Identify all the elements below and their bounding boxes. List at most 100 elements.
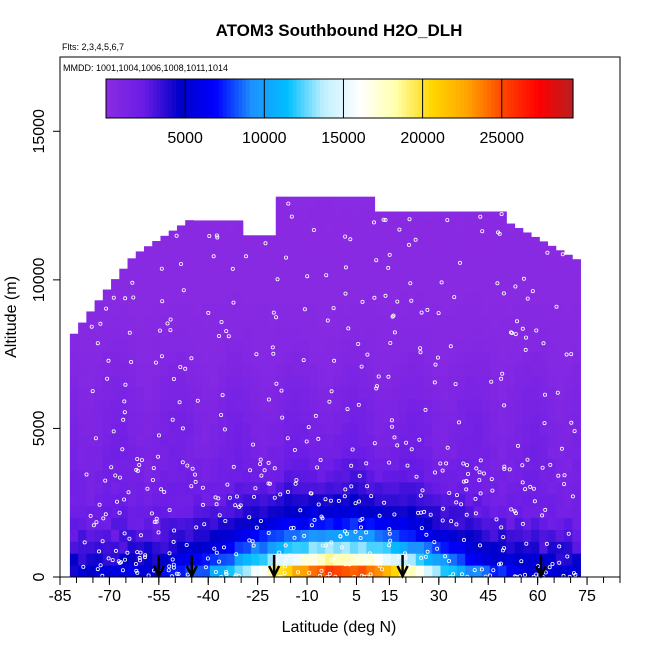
heatmap-cell (489, 220, 499, 233)
heatmap-cell (522, 434, 532, 447)
heatmap-cell (481, 291, 491, 305)
colorbar-swatch (366, 79, 372, 118)
heatmap-cell (489, 339, 499, 352)
heatmap-cell (102, 470, 112, 483)
sample-point (190, 466, 195, 471)
heatmap-cell (382, 244, 392, 257)
heatmap-cell (292, 541, 301, 554)
heatmap-cell (209, 363, 219, 376)
sample-point (346, 326, 351, 331)
heatmap-cell (522, 327, 532, 340)
heatmap-cell (432, 363, 441, 376)
sample-point (88, 513, 93, 518)
heatmap-cell (284, 244, 293, 257)
heatmap-cell (415, 256, 425, 269)
heatmap-cell (448, 505, 458, 519)
heatmap-cell (440, 505, 450, 519)
heatmap-cell (448, 220, 458, 233)
heatmap-cell (193, 541, 203, 554)
heatmap-cell (514, 232, 524, 245)
sample-point (554, 304, 559, 309)
heatmap-cell (209, 517, 219, 530)
heatmap-cell (432, 211, 441, 221)
sample-point (266, 460, 271, 465)
heatmap-cell (168, 481, 178, 495)
colorbar-swatch (195, 79, 200, 118)
colorbar-swatch (432, 79, 438, 118)
heatmap-cell (498, 422, 507, 435)
heatmap-cell (193, 339, 203, 352)
heatmap-cell (432, 481, 441, 495)
heatmap-field (69, 196, 581, 577)
heatmap-cell (564, 505, 573, 519)
colorbar-swatch (374, 79, 380, 118)
heatmap-cell (176, 374, 186, 388)
heatmap-cell (242, 470, 252, 483)
heatmap-cell (498, 256, 507, 269)
heatmap-cell (415, 458, 425, 471)
heatmap-cell (251, 481, 260, 495)
sample-point (111, 429, 116, 434)
sample-point (320, 543, 325, 548)
sample-point (435, 355, 440, 360)
heatmap-cell (531, 303, 540, 317)
colorbar-swatch (526, 79, 531, 118)
heatmap-cell (473, 529, 483, 542)
heatmap-cell (465, 565, 474, 577)
colorbar-swatch (168, 79, 173, 118)
heatmap-cell (489, 303, 499, 317)
sample-point (397, 227, 402, 232)
heatmap-cell (341, 434, 351, 447)
heatmap-cell (325, 446, 334, 459)
heatmap-cell (333, 208, 343, 221)
heatmap-cell (572, 458, 581, 471)
heatmap-cell (473, 481, 483, 495)
heatmap-cell (564, 422, 573, 435)
heatmap-cell (119, 505, 129, 519)
heatmap-cell (531, 327, 540, 340)
sample-point (93, 436, 98, 441)
heatmap-cell (522, 267, 532, 281)
heatmap-cell (160, 505, 170, 519)
heatmap-cell (333, 517, 343, 530)
heatmap-cell (415, 505, 425, 519)
heatmap-cell (506, 363, 516, 376)
heatmap-cell (366, 267, 376, 281)
heatmap-cell (374, 244, 384, 257)
heatmap-cell (547, 339, 557, 352)
sample-point (230, 266, 235, 271)
heatmap-cell (242, 505, 252, 519)
heatmap-cell (399, 244, 409, 257)
heatmap-cell (498, 505, 507, 519)
heatmap-cell (448, 529, 458, 542)
heatmap-cell (275, 279, 285, 293)
sample-point (425, 307, 430, 312)
heatmap-cell (424, 553, 433, 566)
heatmap-cell (316, 517, 326, 530)
heatmap-cell (407, 517, 417, 530)
sample-point (541, 341, 546, 346)
heatmap-cell (193, 315, 203, 328)
heatmap-cell (242, 267, 252, 281)
heatmap-cell (456, 470, 466, 483)
heatmap-cell (242, 235, 252, 245)
heatmap-cell (267, 458, 277, 471)
sample-point (383, 293, 388, 298)
heatmap-cell (325, 434, 334, 447)
heatmap-cell (201, 374, 211, 388)
heatmap-cell (284, 446, 293, 459)
heatmap-cell (193, 244, 203, 257)
sample-point (444, 461, 449, 466)
heatmap-cell (86, 315, 96, 328)
sample-point (358, 536, 363, 541)
sample-point (332, 358, 337, 363)
heatmap-cell (539, 374, 549, 388)
heatmap-cell (185, 410, 194, 423)
heatmap-cell (341, 386, 351, 400)
heatmap-cell (547, 398, 557, 412)
heatmap-cell (144, 246, 153, 257)
heatmap-cell (300, 208, 310, 221)
heatmap-cell (234, 553, 244, 566)
heatmap-cell (407, 398, 417, 412)
heatmap-cell (69, 333, 79, 340)
